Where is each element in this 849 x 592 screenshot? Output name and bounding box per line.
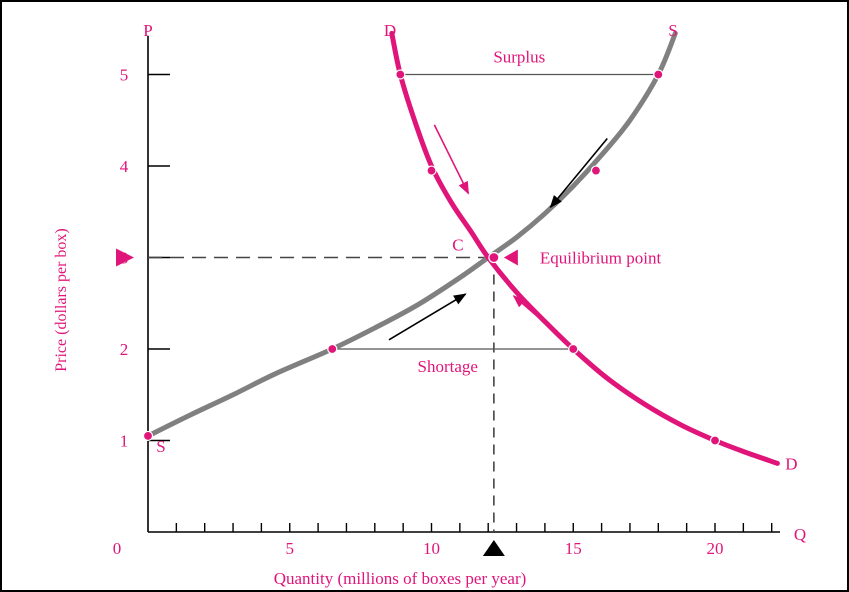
y-axis-letter: P: [143, 21, 152, 40]
adjustment-arrow: [512, 295, 560, 336]
demand-point: [395, 69, 406, 80]
adjustment-arrow: [433, 124, 470, 195]
demand-point: [709, 435, 721, 446]
equilibrium-pointer-icon: [503, 249, 518, 266]
adjustment-arrow: [388, 293, 467, 341]
demand-curve: [389, 30, 780, 466]
y-tick-label: 1: [120, 432, 129, 451]
surplus-label: Surplus: [493, 48, 545, 67]
supply-start-label: S: [156, 437, 165, 456]
adjustment-arrow: [549, 138, 608, 209]
y-tick-label: 4: [120, 157, 129, 176]
quantity-marker-icon: [482, 540, 505, 556]
demand-point: [568, 343, 579, 355]
y-axis-title: Price (dollars per box): [53, 228, 70, 372]
y-tick-label: 5: [120, 66, 129, 85]
equilibrium-point: [488, 251, 500, 264]
x-tick-label: 5: [286, 539, 295, 558]
x-axis-title: Quantity (millions of boxes per year): [274, 569, 527, 588]
demand-point: [426, 165, 437, 176]
supply-end-label: S: [668, 21, 677, 40]
supply-point: [590, 165, 602, 176]
price-marker-icon: [116, 248, 134, 267]
supply-point: [142, 430, 154, 442]
equilibrium-label: Equilibrium point: [540, 249, 662, 268]
demand-start-label: D: [384, 21, 396, 40]
origin-label: 0: [113, 539, 122, 558]
supply-curve: [145, 30, 678, 439]
x-tick-label: 20: [707, 539, 724, 558]
x-axis-letter: Q: [794, 525, 806, 544]
y-tick-label: 2: [120, 340, 129, 359]
x-tick-label: 15: [565, 539, 582, 558]
shortage-label: Shortage: [418, 357, 478, 376]
x-tick-label: 10: [423, 539, 440, 558]
supply-point: [653, 69, 664, 80]
equilibrium-point-label: C: [452, 236, 463, 255]
supply-point: [327, 343, 338, 355]
demand-end-label: D: [785, 454, 797, 473]
